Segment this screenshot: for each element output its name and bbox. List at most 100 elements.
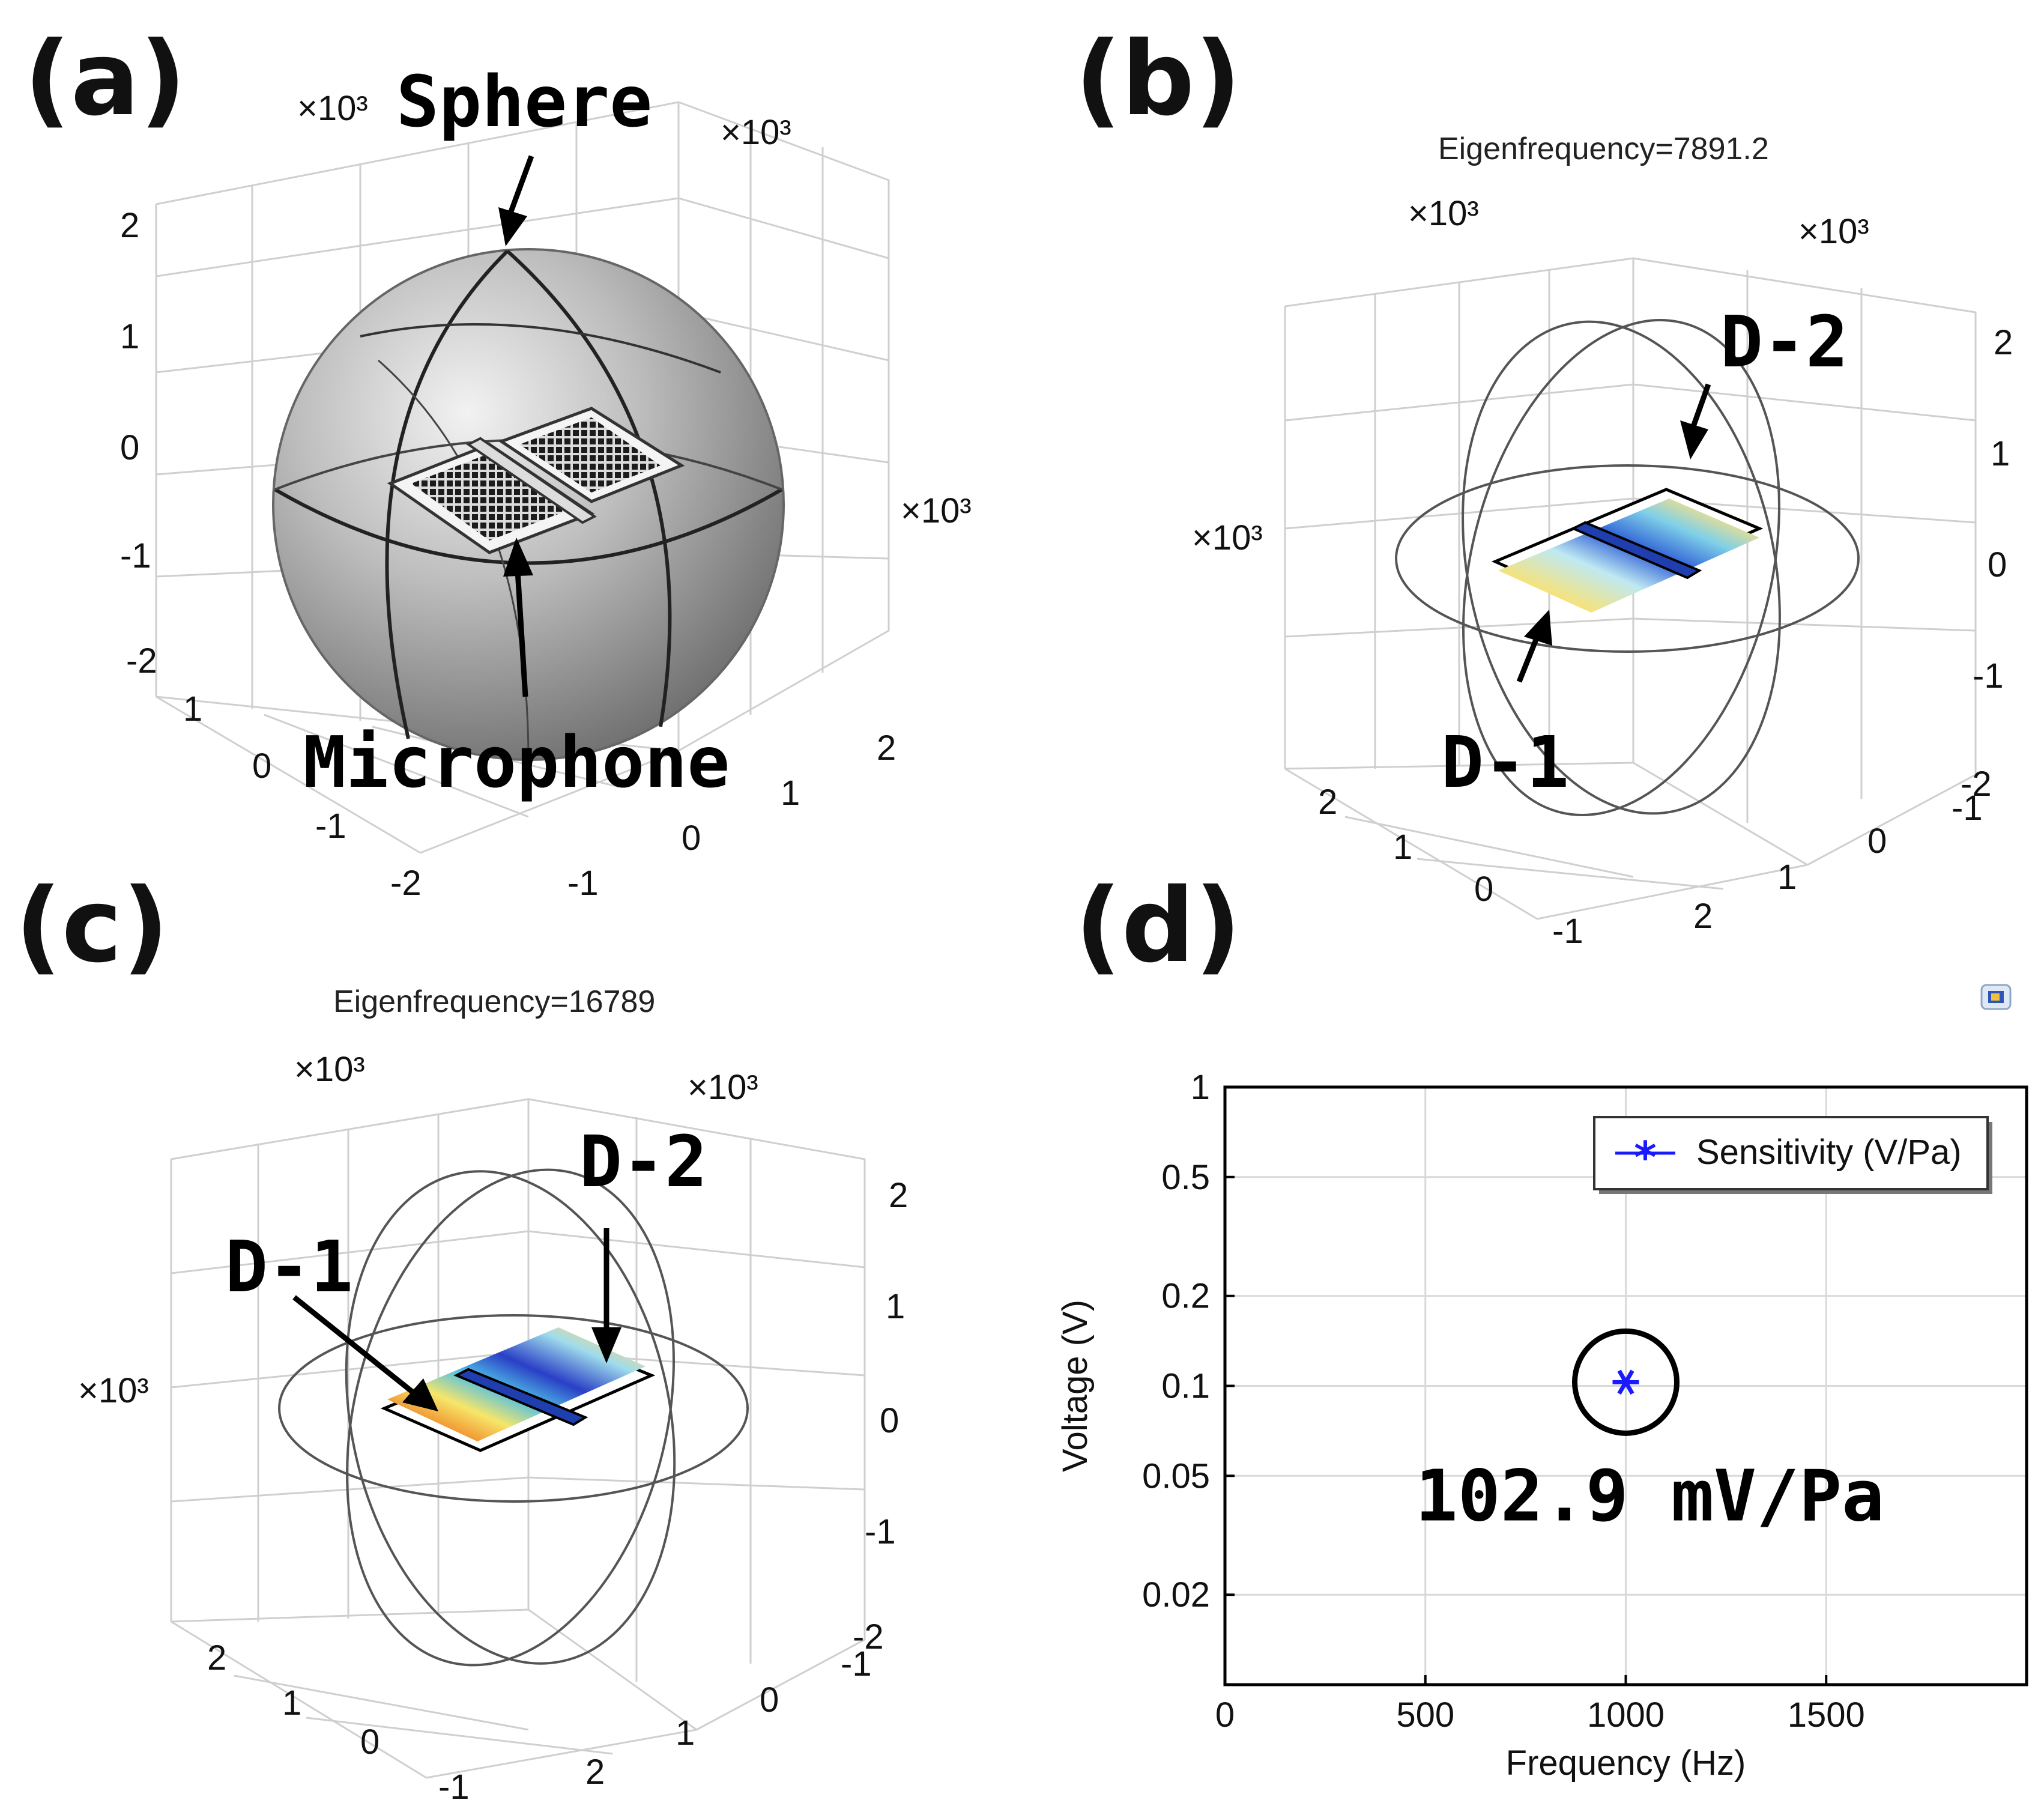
panel-a-z-tick: -2: [126, 641, 157, 680]
panel-b-y-tick: 1: [1777, 858, 1797, 897]
arrow-head: [591, 1327, 621, 1363]
y-axis-ticks: 1 0.5 0.2 0.1 0.05 0.02: [1142, 1068, 1235, 1614]
panel-c-x-tick: -1: [438, 1768, 470, 1807]
panel-b-x-tick: 1: [1393, 828, 1412, 867]
panel-c: (c) Eigenfrequency=16789 ×10³ ×10³: [15, 867, 908, 1807]
sensitivity-annotation: 102.9 mV/Pa: [1415, 1454, 1884, 1537]
panel-a-scale-label: ×10³: [901, 491, 972, 530]
panel-b-x-tick: 0: [1474, 870, 1493, 909]
panel-c-y-tick: 2: [585, 1753, 605, 1792]
panel-a-z-tick: -1: [120, 536, 151, 575]
panel-a-y-tick: -1: [567, 864, 599, 903]
d2-callout: D-2: [1720, 300, 1848, 383]
panel-a-scale-label: ×10³: [721, 113, 791, 152]
legend: * Sensitivity (V/Pa): [1593, 1116, 1992, 1194]
panel-a-x-tick: 1: [183, 689, 202, 729]
d2-callout: D-2: [579, 1120, 707, 1203]
panel-c-x-tick: 2: [207, 1638, 226, 1677]
microphone-model: [387, 407, 685, 554]
toolbar-icon[interactable]: [1980, 984, 2012, 1010]
panel-b-z-tick: -2: [1961, 765, 1992, 804]
x-tick-label: 0: [1215, 1695, 1235, 1735]
legend-entry: Sensitivity (V/Pa): [1696, 1133, 1962, 1172]
eigenfrequency-label: Eigenfrequency=7891.2: [1438, 132, 1769, 166]
panel-b-scale-label: ×10³: [1192, 518, 1263, 557]
panel-b-grid: [1284, 257, 1977, 920]
panel-c-scale-label: ×10³: [294, 1050, 365, 1089]
panel-b-x-tick: 2: [1318, 783, 1337, 822]
x-axis-ticks: 0 500 1000 1500: [1215, 1675, 1865, 1735]
panel-c-z-tick: 2: [889, 1176, 908, 1215]
panel-b-z-tick: 0: [1988, 545, 2007, 584]
panel-c-label: (c): [15, 867, 169, 986]
panel-c-domain-rings: [278, 1168, 749, 1667]
panel-a-x-tick: -2: [390, 864, 422, 903]
panel-c-mode-shape: [380, 1327, 656, 1452]
y-tick-label: 1: [1191, 1068, 1210, 1107]
arrow-head: [498, 207, 527, 246]
panel-b-mode-shape: [1491, 488, 1764, 613]
panel-c-y-tick: 1: [676, 1714, 695, 1753]
sphere-callout: Sphere: [396, 60, 652, 143]
highlight-circle: [1572, 1328, 1680, 1436]
panel-b-x-tick: -1: [1552, 912, 1583, 951]
panel-c-y-tick: -1: [841, 1644, 872, 1683]
arrow-head: [1524, 610, 1552, 646]
panel-c-x-tick: 0: [360, 1723, 379, 1762]
panel-a-y-tick: 1: [781, 774, 800, 813]
x-tick-label: 1500: [1788, 1695, 1865, 1735]
data-series: [1612, 1369, 1639, 1395]
panel-b-z-tick: 2: [1994, 323, 2013, 362]
y-tick-label: 0.05: [1142, 1456, 1210, 1495]
panel-c-grid: [170, 1098, 866, 1779]
panel-b-scale-label: ×10³: [1408, 194, 1479, 233]
panel-a-label: (a): [24, 20, 186, 139]
panel-c-z-tick: -1: [865, 1512, 896, 1551]
y-tick-label: 0.02: [1142, 1575, 1210, 1614]
panel-a-y-tick: 0: [682, 819, 701, 858]
d1-callout: D-1: [225, 1225, 353, 1308]
y-tick-label: 0.5: [1161, 1158, 1210, 1197]
y-tick-label: 0.2: [1161, 1277, 1210, 1316]
panel-a-y-tick: 2: [877, 729, 896, 768]
y-tick-label: 0.1: [1161, 1367, 1210, 1406]
panel-a-z-tick: 2: [120, 206, 139, 245]
panel-b: (b) Eigenfrequency=7891.2 ×10³ ×10³: [1075, 20, 2013, 951]
panel-d-label: (d): [1075, 867, 1241, 986]
svg-text:*: *: [1634, 1132, 1657, 1183]
panel-b-y-tick: -1: [1952, 789, 1983, 828]
microphone-callout: Microphone: [303, 721, 730, 804]
panel-a-z-tick: 0: [120, 428, 139, 467]
arrow-head: [1680, 420, 1708, 459]
panel-c-scale-label: ×10³: [688, 1068, 758, 1107]
panel-a-scale-label: ×10³: [297, 89, 368, 128]
panel-a-x-tick: 0: [252, 747, 271, 786]
x-tick-label: 500: [1396, 1695, 1454, 1735]
panel-b-z-tick: -1: [1973, 656, 2004, 695]
panel-b-y-tick: 0: [1867, 822, 1887, 861]
panel-b-z-tick: 1: [1991, 434, 2010, 473]
panel-c-y-tick: 0: [760, 1680, 779, 1720]
d1-callout: D-1: [1441, 721, 1569, 804]
sensitivity-chart: 0 500 1000 1500 1 0.5 0.2 0.1 0.05 0.02 Frequenc…: [1056, 1068, 2028, 1783]
x-axis-label: Frequency (Hz): [1506, 1744, 1746, 1783]
panel-b-y-tick: 2: [1693, 897, 1713, 936]
panel-c-z-tick: 0: [880, 1401, 899, 1440]
eigenfrequency-label: Eigenfrequency=16789: [333, 984, 655, 1019]
panel-a-x-tick: -1: [315, 807, 346, 846]
panel-c-scale-label: ×10³: [78, 1371, 149, 1410]
panel-c-z-tick: 1: [886, 1287, 905, 1326]
y-axis-label: Voltage (V): [1056, 1300, 1095, 1472]
panel-b-scale-label: ×10³: [1798, 212, 1869, 251]
panel-c-z-tick: -2: [853, 1617, 884, 1656]
panel-c-x-tick: 1: [282, 1683, 301, 1723]
panel-a: (a) ×10³ ×10³ ×10³: [24, 20, 972, 903]
x-tick-label: 1000: [1587, 1695, 1665, 1735]
arrow-head: [402, 1378, 438, 1411]
data-point: [1612, 1369, 1639, 1395]
arrow-head: [503, 538, 533, 577]
panel-b-domain-rings: [1395, 319, 1860, 816]
panel-d: (d) 0 500 1000 1500 1 0.5 0.2 0.1 0.05 0.02 Freq…: [1056, 867, 2028, 1783]
panel-a-z-tick: 1: [120, 317, 139, 356]
